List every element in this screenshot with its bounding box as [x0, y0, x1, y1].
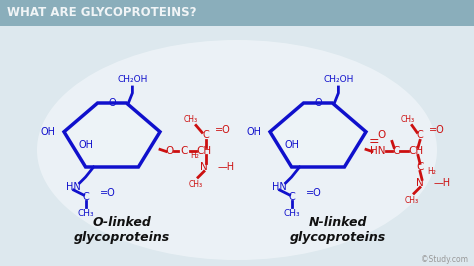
Bar	[0, 0, 474, 26]
Polygon shape	[64, 103, 160, 167]
Text: N: N	[416, 178, 424, 188]
Text: O-linked: O-linked	[92, 215, 151, 228]
Text: HN: HN	[370, 146, 386, 156]
Text: OH: OH	[41, 127, 56, 137]
Text: O: O	[314, 98, 322, 108]
Polygon shape	[270, 103, 366, 167]
Text: O: O	[108, 98, 116, 108]
Text: WHAT ARE GLYCOPROTEINS?: WHAT ARE GLYCOPROTEINS?	[7, 6, 197, 19]
Text: —H: —H	[434, 178, 451, 188]
Text: CH₃: CH₃	[184, 115, 198, 124]
Text: glycoproteins: glycoproteins	[290, 231, 386, 243]
Text: —H: —H	[218, 163, 235, 172]
Text: OH: OH	[79, 140, 94, 150]
Text: CH: CH	[409, 146, 424, 156]
Text: CH: CH	[196, 146, 211, 156]
Text: CH₂OH: CH₂OH	[117, 76, 147, 85]
Text: C: C	[82, 192, 89, 202]
Text: =O: =O	[429, 125, 445, 135]
Text: glycoproteins: glycoproteins	[74, 231, 170, 243]
Ellipse shape	[37, 40, 437, 260]
Text: C: C	[417, 130, 423, 140]
Text: OH: OH	[285, 140, 300, 150]
Text: HN: HN	[66, 182, 81, 192]
Text: H₂: H₂	[427, 167, 436, 176]
Text: CH₃: CH₃	[405, 196, 419, 205]
Text: N-linked: N-linked	[309, 215, 367, 228]
Text: CH₃: CH₃	[283, 210, 300, 218]
Text: ©Study.com: ©Study.com	[421, 256, 468, 264]
Text: CH₃: CH₃	[189, 180, 203, 189]
Text: C: C	[288, 192, 295, 202]
Text: OH: OH	[247, 127, 262, 137]
Text: N: N	[200, 163, 208, 172]
Text: C: C	[202, 130, 210, 140]
Text: O: O	[378, 130, 386, 140]
Text: HN: HN	[272, 182, 287, 192]
Text: C: C	[392, 146, 400, 156]
Text: =O: =O	[215, 125, 231, 135]
Text: C: C	[180, 146, 188, 156]
Text: CH₃: CH₃	[401, 115, 415, 124]
Text: H₂: H₂	[190, 151, 199, 160]
Text: =O: =O	[306, 188, 321, 198]
Text: CH₂OH: CH₂OH	[323, 76, 354, 85]
Text: =: =	[369, 135, 379, 148]
Text: C: C	[416, 163, 424, 172]
Text: =O: =O	[100, 188, 115, 198]
Text: O: O	[166, 146, 174, 156]
Text: CH₃: CH₃	[77, 210, 94, 218]
